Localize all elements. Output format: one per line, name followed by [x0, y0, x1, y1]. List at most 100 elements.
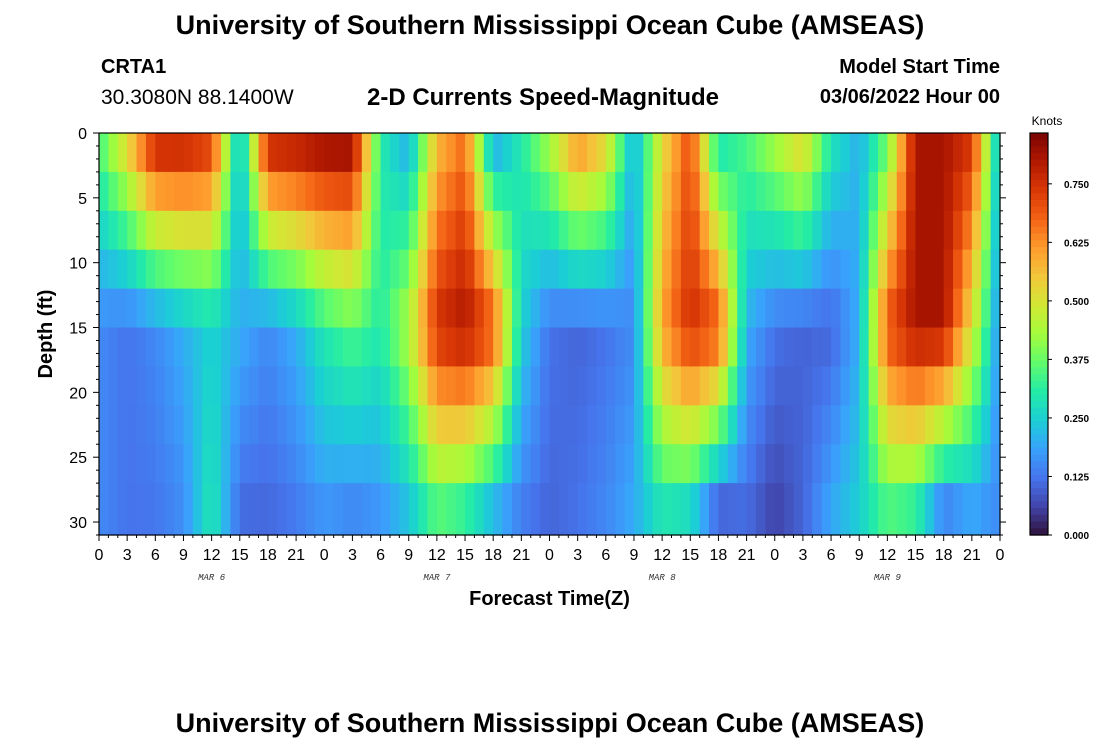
- heatmap-cell: [859, 366, 870, 406]
- heatmap-cell: [709, 405, 720, 445]
- x-tick-label: 15: [907, 547, 925, 564]
- heatmap-cell: [418, 483, 429, 536]
- heatmap-cell: [305, 133, 316, 173]
- heatmap-cell: [380, 327, 391, 368]
- heatmap-cell: [774, 288, 785, 329]
- heatmap-cell: [343, 366, 354, 406]
- heatmap-cell: [108, 171, 119, 212]
- heatmap-cell: [793, 288, 804, 329]
- heatmap-cell: [99, 327, 109, 368]
- x-tick-label: 21: [287, 547, 305, 564]
- heatmap-cell: [718, 171, 729, 212]
- heatmap-cell: [455, 405, 466, 445]
- heatmap-cell: [127, 405, 138, 445]
- heatmap-cell: [558, 483, 569, 536]
- heatmap-cell: [343, 288, 354, 329]
- heatmap-cell: [774, 483, 785, 536]
- heatmap-cell: [737, 210, 748, 251]
- heatmap-cell: [793, 327, 804, 368]
- heatmap-cell: [727, 327, 738, 368]
- heatmap-cell: [286, 327, 297, 368]
- heatmap-cell: [755, 171, 766, 212]
- heatmap-cell: [915, 483, 926, 536]
- heatmap-cell: [718, 133, 729, 173]
- heatmap-cell: [849, 210, 860, 251]
- heatmap-cell: [418, 444, 429, 484]
- colorbar-swatch: [1030, 179, 1048, 188]
- heatmap-cell: [859, 171, 870, 212]
- heatmap-cell: [924, 133, 935, 173]
- heatmap-cell: [361, 366, 372, 406]
- heatmap-cell: [427, 405, 438, 445]
- heatmap-cell: [680, 405, 691, 445]
- heatmap-cell: [953, 249, 964, 290]
- heatmap-cell: [221, 288, 231, 329]
- heatmap-cell: [314, 444, 325, 484]
- heatmap-cell: [427, 249, 438, 290]
- heatmap-cell: [399, 210, 410, 251]
- heatmap-cell: [859, 483, 870, 536]
- heatmap-cell: [465, 327, 476, 368]
- heatmap-cell: [868, 210, 879, 251]
- heatmap-cell: [380, 405, 391, 445]
- x-tick-label: 18: [259, 547, 277, 564]
- colorbar-swatch: [1030, 213, 1048, 221]
- heatmap-cell: [868, 249, 879, 290]
- heatmap-cell: [418, 171, 429, 212]
- heatmap-cell: [549, 366, 560, 406]
- heatmap-cell: [155, 210, 166, 251]
- y-tick-label: 30: [69, 515, 87, 532]
- heatmap-cell: [812, 133, 823, 173]
- heatmap-cell: [277, 366, 288, 406]
- heatmap-cell: [671, 171, 682, 212]
- heatmap-cell: [164, 405, 175, 445]
- heatmap-cell: [605, 366, 616, 406]
- heatmap-cell: [145, 327, 156, 368]
- heatmap-cell: [821, 210, 832, 251]
- heatmap-cell: [418, 366, 429, 406]
- heatmap-cell: [962, 133, 973, 173]
- heatmap-cell: [868, 405, 879, 445]
- heatmap-cell: [258, 133, 269, 173]
- heatmap-cell: [145, 171, 156, 212]
- x-tick-label: 3: [573, 547, 582, 564]
- heatmap-cell: [577, 405, 588, 445]
- heatmap-cell: [737, 444, 748, 484]
- colorbar-swatch: [1030, 133, 1048, 141]
- colorbar-swatch: [1030, 434, 1048, 442]
- heatmap-cell: [746, 444, 757, 484]
- heatmap-cell: [202, 249, 213, 290]
- heatmap-cell: [314, 133, 325, 173]
- heatmap-cell: [699, 405, 710, 445]
- heatmap-cell: [981, 327, 992, 368]
- heatmap-cell: [652, 171, 663, 212]
- heatmap-cell: [164, 327, 175, 368]
- heatmap-cell: [108, 249, 119, 290]
- heatmap-cell: [784, 133, 795, 173]
- heatmap-cell: [314, 249, 325, 290]
- heatmap-cell: [249, 288, 260, 329]
- heatmap-cell: [840, 249, 851, 290]
- heatmap-cell: [643, 327, 654, 368]
- heatmap-cell: [446, 405, 457, 445]
- heatmap-cell: [192, 288, 203, 329]
- heatmap-cell: [521, 327, 532, 368]
- heatmap-cell: [558, 288, 569, 329]
- x-axis-title: Forecast Time(Z): [469, 588, 630, 610]
- heatmap-cell: [784, 405, 795, 445]
- heatmap-cell: [136, 249, 147, 290]
- heatmap-cell: [802, 288, 813, 329]
- colorbar-swatch: [1030, 367, 1048, 375]
- heatmap-cell: [493, 288, 504, 329]
- heatmap-cell: [568, 249, 579, 290]
- heatmap-cell: [530, 133, 541, 173]
- heatmap-cell: [859, 133, 870, 173]
- heatmap-cell: [418, 249, 429, 290]
- heatmap-cell: [868, 444, 879, 484]
- heatmap-cell: [643, 366, 654, 406]
- heatmap-cell: [624, 171, 635, 212]
- heatmap-chart: 0 3 6 9 12 15 18 21 0 3 6 9 12 15 18 21 0 3 6 9 12 15 18 21 0 3 6 9…: [35, 114, 1089, 610]
- heatmap-cell: [418, 288, 429, 329]
- heatmap-cell: [380, 483, 391, 536]
- heatmap-cell: [361, 444, 372, 484]
